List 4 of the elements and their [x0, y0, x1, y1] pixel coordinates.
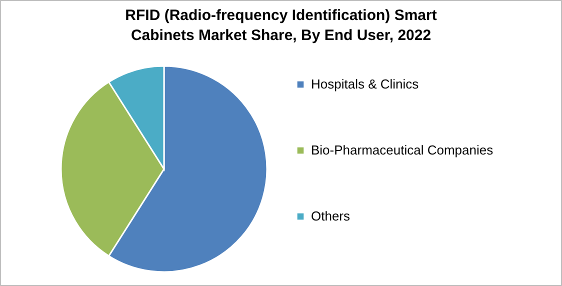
legend-label: Others: [311, 208, 351, 224]
chart-title: RFID (Radio-frequency Identification) Smart Cabinets Market Share, By End User, 2022: [125, 7, 437, 44]
legend-label: Bio-Pharmaceutical Companies: [311, 142, 494, 158]
legend-label: Hospitals & Clinics: [311, 76, 420, 92]
